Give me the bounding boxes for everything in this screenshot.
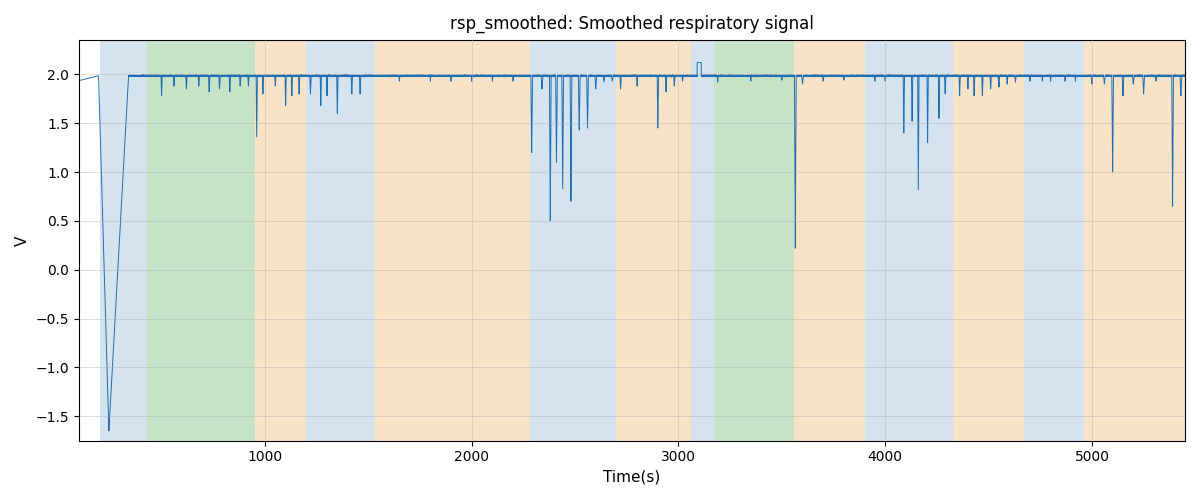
Title: rsp_smoothed: Smoothed respiratory signal: rsp_smoothed: Smoothed respiratory signa… xyxy=(450,15,814,34)
Y-axis label: V: V xyxy=(14,235,30,246)
Bar xyxy=(374,40,529,440)
X-axis label: Time(s): Time(s) xyxy=(604,470,660,485)
Bar xyxy=(691,40,714,440)
Bar xyxy=(617,40,691,440)
Bar xyxy=(306,40,374,440)
Bar xyxy=(1024,40,1084,440)
Bar xyxy=(864,40,954,440)
Bar xyxy=(254,40,306,440)
Bar xyxy=(794,40,864,440)
Bar xyxy=(148,40,254,440)
Bar xyxy=(714,40,794,440)
Bar xyxy=(1084,40,1184,440)
Bar xyxy=(100,40,148,440)
Bar xyxy=(529,40,617,440)
Bar xyxy=(954,40,1024,440)
